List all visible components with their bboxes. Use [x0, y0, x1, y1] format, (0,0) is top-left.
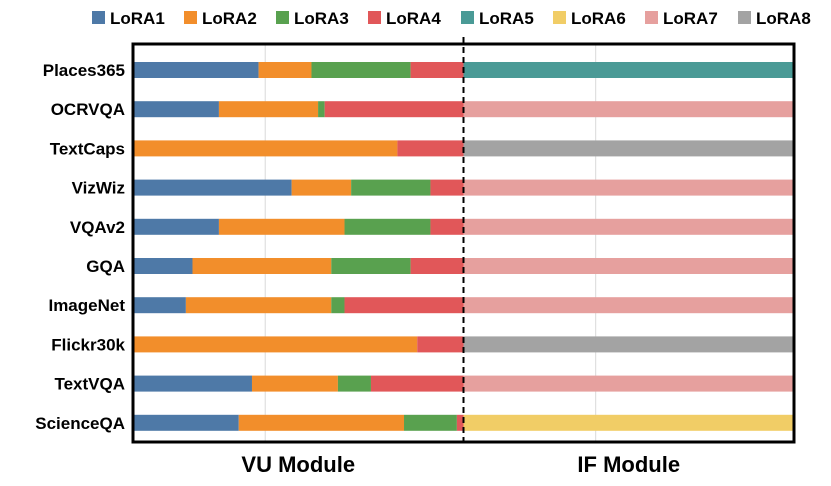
bar-ocrvqa-lora7 — [463, 101, 794, 118]
legend-swatch — [738, 11, 751, 24]
bar-ocrvqa-lora3 — [318, 101, 325, 118]
bar-imagenet-lora7 — [463, 297, 794, 314]
legend-swatch — [645, 11, 658, 24]
bar-vizwiz-lora2 — [291, 179, 352, 196]
bar-textvqa-lora1 — [133, 375, 252, 392]
bar-textvqa-lora4 — [370, 375, 464, 392]
category-labels: Places365 OCRVQA TextCaps VizWiz VQAv2 GQA Ima… — [35, 61, 125, 433]
bar-scienceqa-lora3 — [404, 414, 457, 431]
legend-label: LoRA1 — [110, 9, 165, 28]
category-label: ScienceQA — [35, 414, 125, 433]
bar-places365-lora4 — [410, 62, 464, 78]
module-label-vu: VU Module — [241, 452, 355, 477]
bar-imagenet-lora1 — [133, 297, 186, 314]
bar-vqav2-lora4 — [430, 218, 464, 235]
bar-places365-lora1 — [133, 62, 259, 78]
legend-item-lora7: LoRA7 — [645, 9, 718, 28]
bar-places365-lora2 — [258, 62, 312, 78]
bar-imagenet-lora3 — [331, 297, 345, 314]
bar-vqav2-lora2 — [218, 218, 345, 235]
bar-scienceqa-lora2 — [238, 414, 405, 431]
legend-swatch — [461, 11, 474, 24]
bar-flickr30k-lora2 — [133, 336, 418, 353]
bar-imagenet-lora4 — [344, 297, 464, 314]
bar-textcaps-lora4 — [397, 140, 464, 157]
bar-gqa-lora7 — [463, 258, 794, 274]
category-label: Flickr30k — [51, 335, 125, 354]
bar-gqa-lora3 — [331, 258, 411, 274]
bar-imagenet-lora2 — [185, 297, 332, 314]
legend-label: LoRA8 — [756, 9, 811, 28]
legend-item-lora6: LoRA6 — [553, 9, 626, 28]
bar-places365-lora5 — [463, 62, 794, 78]
bar-textvqa-lora7 — [463, 375, 794, 392]
category-label: VQAv2 — [70, 218, 125, 237]
bar-flickr30k-lora4 — [417, 336, 464, 353]
bar-vizwiz-lora1 — [133, 179, 292, 196]
bar-textvqa-lora2 — [251, 375, 338, 392]
legend-label: LoRA3 — [294, 9, 349, 28]
bar-ocrvqa-lora2 — [218, 101, 319, 118]
legend-label: LoRA7 — [663, 9, 718, 28]
legend: LoRA1 LoRA2 LoRA3 LoRA4 LoRA5 LoRA6 LoRA7 LoRA8 — [92, 9, 811, 28]
bar-scienceqa-lora6 — [463, 414, 794, 431]
bar-textvqa-lora3 — [337, 375, 371, 392]
bar-scienceqa-lora4 — [456, 414, 464, 431]
bar-places365-lora3 — [311, 62, 411, 78]
bar-vqav2-lora7 — [463, 218, 794, 235]
bars — [133, 62, 794, 431]
category-label: GQA — [86, 257, 125, 276]
legend-swatch — [92, 11, 105, 24]
legend-item-lora2: LoRA2 — [184, 9, 257, 28]
bar-ocrvqa-lora4 — [324, 101, 464, 118]
legend-item-lora3: LoRA3 — [276, 9, 349, 28]
legend-swatch — [553, 11, 566, 24]
bar-scienceqa-lora1 — [133, 414, 239, 431]
module-label-if: IF Module — [577, 452, 680, 477]
bar-textcaps-lora2 — [133, 140, 398, 157]
bar-vizwiz-lora3 — [351, 179, 431, 196]
bar-ocrvqa-lora1 — [133, 101, 219, 118]
legend-item-lora8: LoRA8 — [738, 9, 811, 28]
bar-gqa-lora2 — [192, 258, 332, 274]
bar-vizwiz-lora4 — [430, 179, 464, 196]
legend-label: LoRA4 — [386, 9, 441, 28]
category-label: TextCaps — [50, 139, 125, 158]
legend-label: LoRA2 — [202, 9, 257, 28]
bar-flickr30k-lora8 — [463, 336, 794, 353]
bar-vizwiz-lora7 — [463, 179, 794, 196]
legend-item-lora4: LoRA4 — [368, 9, 441, 28]
legend-item-lora1: LoRA1 — [92, 9, 165, 28]
category-label: OCRVQA — [51, 100, 125, 119]
category-label: ImageNet — [48, 296, 125, 315]
module-labels: VU Module IF Module — [241, 452, 680, 477]
legend-label: LoRA5 — [479, 9, 534, 28]
category-label: TextVQA — [54, 375, 125, 394]
bar-vqav2-lora1 — [133, 218, 219, 235]
category-label: VizWiz — [72, 179, 125, 198]
legend-label: LoRA6 — [571, 9, 626, 28]
legend-swatch — [276, 11, 289, 24]
legend-swatch — [368, 11, 381, 24]
bar-vqav2-lora3 — [344, 218, 431, 235]
bar-textcaps-lora8 — [463, 140, 794, 157]
legend-item-lora5: LoRA5 — [461, 9, 534, 28]
bar-gqa-lora4 — [410, 258, 464, 274]
category-label: Places365 — [43, 61, 125, 80]
legend-swatch — [184, 11, 197, 24]
bar-gqa-lora1 — [133, 258, 193, 274]
